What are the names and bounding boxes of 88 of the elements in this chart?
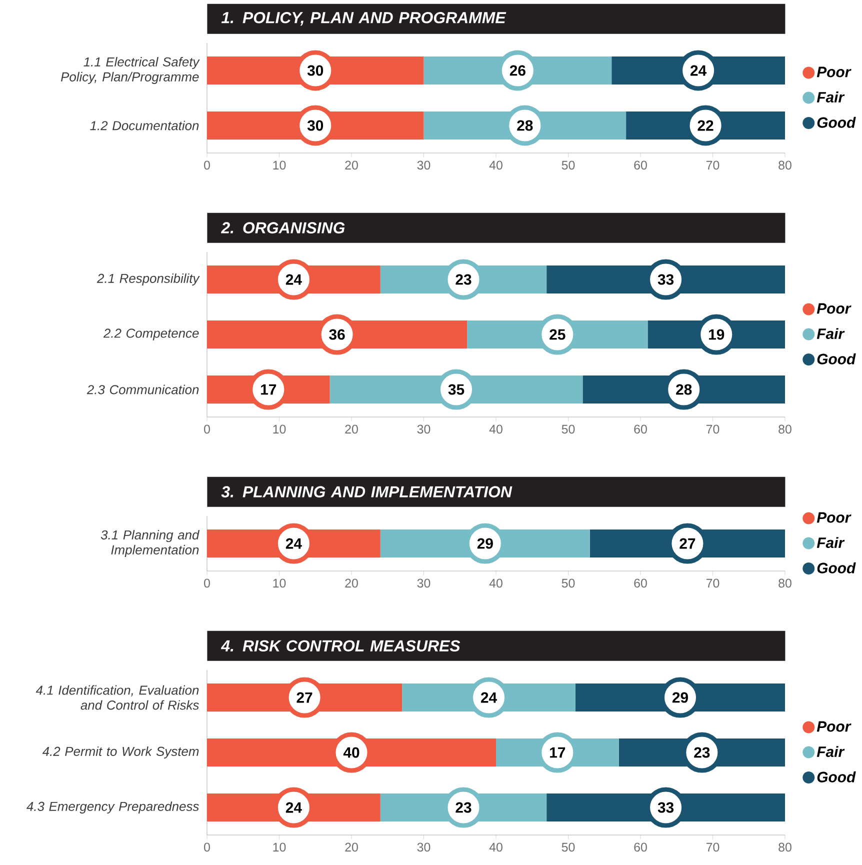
data-label: 17 [550,747,566,758]
x-tick-label: 20 [345,578,358,588]
x-tick-label: 0 [204,842,210,852]
data-label: 24 [286,274,302,285]
legend-label: Good [817,353,856,364]
x-tick-label: 30 [417,578,430,588]
data-label: 40 [343,747,360,758]
x-tick-label: 80 [778,424,792,434]
chart-title: 1. POLICY, PLAN AND PROGRAMME [221,12,506,26]
y-tick-label: 4.2 Permit to Work System [42,746,199,759]
x-tick-label: 60 [634,160,647,170]
x-tick-label: 10 [273,578,286,588]
y-tick-label: 4.1 Identification, Evaluation and Control of Risks [36,685,199,710]
data-label: 33 [658,802,674,813]
data-label: 28 [676,384,692,395]
x-tick-label: 50 [562,160,575,170]
chart-title: 4. RISK CONTROL MEASURES [220,640,460,652]
x-tick-label: 40 [489,160,502,170]
y-tick-label: 1.1 Electrical Safety Policy, Plan/Programme [60,56,200,84]
x-tick-label: 10 [273,160,286,170]
data-label: 24 [286,802,302,813]
x-tick-label: 40 [489,842,502,852]
data-label: 33 [658,274,674,285]
data-label: 23 [456,274,472,285]
legend-label: Fair [816,746,845,758]
data-label: 30 [307,65,324,76]
legend-label: Poor [816,721,852,732]
y-tick-label: 2.1 Responsibility [96,273,200,286]
legend-label: Poor [816,303,852,314]
data-label: 27 [296,692,312,703]
x-tick-label: 70 [706,842,720,852]
data-label: 23 [456,802,472,813]
data-label: 35 [448,384,464,395]
data-label: 26 [510,65,526,76]
data-label: 22 [698,120,714,131]
data-label: 23 [694,747,710,758]
x-tick-label: 40 [489,424,502,434]
x-tick-label: 50 [562,424,575,434]
legend-label: Fair [816,92,845,103]
data-label: 29 [477,538,493,549]
data-label: 28 [517,120,533,131]
x-tick-label: 80 [778,842,792,852]
x-tick-label: 80 [778,160,792,170]
data-label: 25 [550,329,566,340]
x-tick-label: 80 [778,578,792,588]
data-label: 24 [480,692,498,703]
x-tick-label: 60 [634,842,647,852]
x-tick-label: 70 [706,424,720,434]
y-tick-label: 2.2 Competence [103,328,199,340]
y-tick-label: 1.2 Documentation [90,120,199,130]
data-label: 24 [286,538,302,549]
data-label: 36 [329,329,345,340]
x-tick-label: 70 [706,578,720,588]
chart-title: 2. ORGANISING [220,222,345,234]
x-tick-label: 0 [204,578,210,588]
x-tick-label: 30 [417,842,430,852]
legend-label: Poor [816,66,852,78]
data-label: 19 [708,329,724,340]
x-tick-label: 50 [562,842,575,852]
x-tick-label: 40 [489,578,502,588]
x-tick-label: 50 [562,578,575,588]
x-tick-label: 60 [634,578,647,588]
x-tick-label: 30 [417,160,430,170]
legend-label: Poor [816,512,852,523]
x-tick-label: 0 [204,424,210,434]
x-tick-label: 70 [706,160,720,170]
data-label: 17 [261,384,276,395]
y-tick-label: 2.3 Communication [86,384,199,394]
x-tick-label: 10 [273,424,286,434]
x-tick-label: 20 [345,424,358,434]
data-label: 27 [680,538,696,549]
x-tick-label: 0 [204,160,210,170]
x-tick-label: 30 [417,424,430,434]
data-label: 24 [690,65,707,76]
legend-label: Fair [816,328,845,340]
x-tick-label: 10 [273,842,286,852]
data-label: 29 [672,692,688,703]
data-label: 30 [307,120,324,131]
legend-label: Good [817,562,856,574]
y-tick-label: 3.1 Planning and Implementation [100,530,200,558]
y-tick-label: 4.3 Emergency Preparedness [26,801,199,814]
x-tick-label: 20 [345,842,358,852]
x-tick-label: 20 [345,160,358,170]
legend-label: Good [817,116,856,128]
legend-label: Good [817,771,856,782]
chart-title: 3. PLANNING AND IMPLEMENTATION [221,486,512,498]
x-tick-label: 60 [634,424,647,434]
legend-label: Fair [816,537,845,548]
